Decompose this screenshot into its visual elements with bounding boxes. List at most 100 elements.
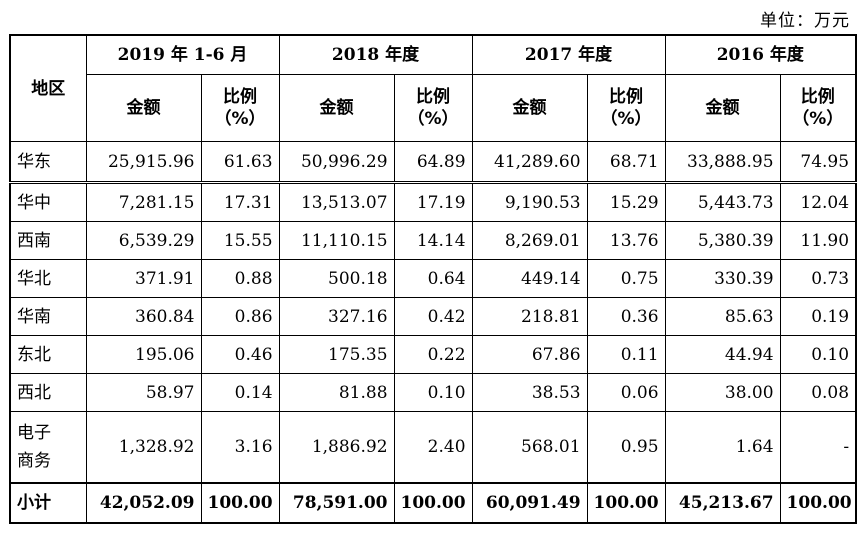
header-ratio: 比例 （%）: [200, 74, 280, 142]
region-cell: 华中: [9, 182, 87, 222]
amount-cell: 7,281.15: [85, 182, 202, 222]
ratio-cell: 0.75: [586, 259, 666, 298]
total-amount-cell: 60,091.49: [471, 482, 588, 524]
ratio-cell: 0.36: [586, 297, 666, 336]
table-row: 西北 58.97 0.14 81.88 0.10 38.53 0.06 38.0…: [9, 373, 857, 412]
amount-cell: 44.94: [664, 335, 781, 374]
header-row-years: 地区 2019 年 1-6 月 2018 年度 2017 年度 2016 年度: [9, 34, 857, 142]
amount-cell: 1,886.92: [278, 411, 395, 484]
amount-cell: 1.64: [664, 411, 781, 484]
ratio-cell: 17.31: [200, 182, 280, 222]
amount-cell: 5,443.73: [664, 182, 781, 222]
ratio-cell: 0.64: [393, 259, 473, 298]
unit-label: 单位：万元: [760, 11, 850, 31]
region-cell: 华南: [9, 297, 87, 336]
amount-cell: 41,289.60: [471, 141, 588, 184]
amount-cell: 11,110.15: [278, 221, 395, 260]
ratio-cell: 0.46: [200, 335, 280, 374]
ratio-cell: 0.14: [200, 373, 280, 412]
amount-cell: 218.81: [471, 297, 588, 336]
header-row-subcols: 金额 比例 （%） 金额 比例 （%） 金额 比例 （%） 金额 比例 （%）: [10, 74, 857, 142]
header-ratio: 比例 （%）: [779, 74, 857, 142]
table-row: 东北 195.06 0.46 175.35 0.22 67.86 0.11 44…: [9, 335, 857, 374]
total-ratio-cell: 100.00: [393, 482, 473, 524]
ratio-cell: 68.71: [586, 141, 666, 184]
ratio-cell: 0.42: [393, 297, 473, 336]
amount-cell: 371.91: [85, 259, 202, 298]
region-cell: 华东: [9, 141, 87, 184]
amount-cell: 500.18: [278, 259, 395, 298]
region-cell: 西南: [9, 221, 87, 260]
ratio-cell: 0.06: [586, 373, 666, 412]
ratio-cell: 0.11: [586, 335, 666, 374]
ratio-cell: 12.04: [779, 182, 857, 222]
header-amount: 金额: [85, 74, 202, 142]
ratio-cell: 3.16: [200, 411, 280, 484]
ratio-cell: 0.19: [779, 297, 857, 336]
amount-cell: 25,915.96: [85, 141, 202, 184]
amount-cell: 81.88: [278, 373, 395, 412]
header-amount: 金额: [664, 74, 781, 142]
header-year-2016: 2016 年度: [664, 34, 857, 75]
header-amount: 金额: [471, 74, 588, 142]
ratio-cell: 0.86: [200, 297, 280, 336]
amount-cell: 195.06: [85, 335, 202, 374]
ratio-cell: -: [779, 411, 857, 484]
amount-cell: 449.14: [471, 259, 588, 298]
ratio-cell: 11.90: [779, 221, 857, 260]
total-ratio-cell: 100.00: [200, 482, 280, 524]
ratio-cell: 15.29: [586, 182, 666, 222]
header-ratio: 比例 （%）: [393, 74, 473, 142]
table-row: 华中 7,281.15 17.31 13,513.07 17.19 9,190.…: [9, 182, 857, 222]
ratio-cell: 74.95: [779, 141, 857, 184]
amount-cell: 5,380.39: [664, 221, 781, 260]
header-year-2018: 2018 年度: [278, 34, 473, 75]
amount-cell: 58.97: [85, 373, 202, 412]
total-amount-cell: 78,591.00: [278, 482, 395, 524]
ratio-cell: 0.10: [779, 335, 857, 374]
total-ratio-cell: 100.00: [779, 482, 857, 524]
header-year-2017: 2017 年度: [471, 34, 666, 75]
amount-cell: 327.16: [278, 297, 395, 336]
amount-cell: 6,539.29: [85, 221, 202, 260]
ratio-cell: 0.08: [779, 373, 857, 412]
table-row: 华北 371.91 0.88 500.18 0.64 449.14 0.75 3…: [9, 259, 857, 298]
ratio-cell: 61.63: [200, 141, 280, 184]
ratio-cell: 0.73: [779, 259, 857, 298]
table-row: 西南 6,539.29 15.55 11,110.15 14.14 8,269.…: [9, 221, 857, 260]
header-ratio: 比例 （%）: [586, 74, 666, 142]
ratio-cell: 13.76: [586, 221, 666, 260]
amount-cell: 67.86: [471, 335, 588, 374]
region-cell: 电子 商务: [9, 411, 87, 484]
ratio-cell: 0.88: [200, 259, 280, 298]
amount-cell: 85.63: [664, 297, 781, 336]
amount-cell: 1,328.92: [85, 411, 202, 484]
table-row: 华南 360.84 0.86 327.16 0.42 218.81 0.36 8…: [9, 297, 857, 336]
ratio-cell: 2.40: [393, 411, 473, 484]
ratio-cell: 0.10: [393, 373, 473, 412]
regional-revenue-table: 地区 2019 年 1-6 月 2018 年度 2017 年度 2016 年度 …: [9, 34, 858, 524]
ratio-cell: 15.55: [200, 221, 280, 260]
region-cell: 华北: [9, 259, 87, 298]
amount-cell: 8,269.01: [471, 221, 588, 260]
region-cell: 西北: [9, 373, 87, 412]
ratio-cell: 0.22: [393, 335, 473, 374]
total-ratio-cell: 100.00: [586, 482, 666, 524]
ratio-cell: 64.89: [393, 141, 473, 184]
table-row: 华东 25,915.96 61.63 50,996.29 64.89 41,28…: [9, 141, 857, 184]
ratio-cell: 0.95: [586, 411, 666, 484]
amount-cell: 13,513.07: [278, 182, 395, 222]
amount-cell: 360.84: [85, 297, 202, 336]
header-amount: 金额: [278, 74, 395, 142]
table-row: 电子 商务 1,328.92 3.16 1,886.92 2.40 568.01 …: [9, 411, 857, 484]
amount-cell: 38.00: [664, 373, 781, 412]
total-label: 小计: [9, 482, 87, 524]
amount-cell: 330.39: [664, 259, 781, 298]
ratio-cell: 17.19: [393, 182, 473, 222]
amount-cell: 9,190.53: [471, 182, 588, 222]
ratio-cell: 14.14: [393, 221, 473, 260]
header-year-2019h1: 2019 年 1-6 月: [85, 34, 280, 75]
total-amount-cell: 42,052.09: [85, 482, 202, 524]
header-region: 地区: [9, 34, 87, 142]
total-row: 小计 42,052.09 100.00 78,591.00 100.00 60,…: [9, 482, 857, 524]
